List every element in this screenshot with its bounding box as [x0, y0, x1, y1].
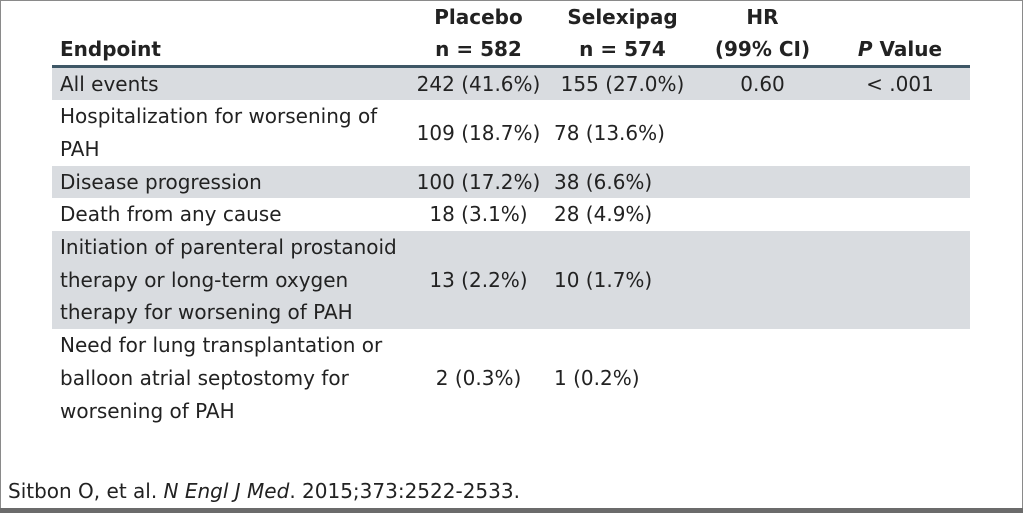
header-hr: HR (99% CI) [695, 0, 830, 68]
citation-journal: N Engl J Med [163, 479, 290, 503]
cell-p-value: < .001 [830, 66, 970, 101]
cell-hr [695, 165, 830, 199]
cell-selexipag: 38 (6.6%) [550, 165, 695, 199]
header-p-italic: P [857, 36, 873, 61]
cell-hr [695, 100, 830, 165]
table-row: Need for lung transplantation or balloon… [52, 329, 970, 427]
table-row: Hospitalization for worsening of PAH 109… [52, 100, 970, 165]
cell-selexipag: 10 (1.7%) [550, 231, 695, 330]
cell-selexipag: 78 (13.6%) [554, 120, 665, 145]
header-hr-label: HR [746, 4, 779, 29]
cell-endpoint: Need for lung transplantation or balloon… [60, 333, 383, 423]
table-row: All events 242 (41.6%) 155 (27.0%) 0.60 … [52, 66, 970, 101]
header-selexipag-n: n = 574 [579, 36, 666, 61]
table-header-row: Endpoint Placebo n = 582 Selexipag n = 5… [52, 0, 970, 68]
header-placebo: Placebo n = 582 [407, 0, 550, 68]
header-endpoint: Endpoint [52, 0, 407, 68]
cell-selexipag: 28 (4.9%) [554, 202, 653, 227]
cell-placebo: 18 (3.1%) [429, 202, 528, 227]
cell-endpoint: Initiation of parenteral prostanoid ther… [52, 231, 407, 330]
header-p-rest: Value [872, 36, 943, 61]
cell-selexipag: 155 (27.0%) [550, 66, 695, 101]
cell-endpoint: All events [52, 66, 407, 101]
header-placebo-label: Placebo [434, 4, 523, 29]
header-placebo-n: n = 582 [435, 36, 522, 61]
cell-endpoint: Death from any cause [60, 202, 282, 227]
cell-p-value [830, 329, 970, 427]
cell-placebo: 242 (41.6%) [407, 66, 550, 101]
cell-placebo: 109 (18.7%) [416, 120, 541, 145]
cell-endpoint: Hospitalization for worsening of PAH [60, 104, 378, 161]
cell-p-value [830, 100, 970, 165]
header-selexipag-label: Selexipag [567, 4, 678, 29]
cell-hr [695, 198, 830, 231]
header-hr-ci: (99% CI) [714, 36, 811, 61]
cell-placebo: 100 (17.2%) [407, 165, 550, 199]
cell-hr [695, 329, 830, 427]
cell-selexipag: 1 (0.2%) [554, 365, 640, 390]
table-row: Death from any cause 18 (3.1%) 28 (4.9%) [52, 198, 970, 231]
citation-authors: Sitbon O, et al. [8, 479, 164, 503]
cell-p-value [830, 165, 970, 199]
cell-p-value [830, 198, 970, 231]
cell-placebo: 2 (0.3%) [435, 365, 522, 390]
cell-p-value [830, 231, 970, 330]
header-selexipag: Selexipag n = 574 [550, 0, 695, 68]
cell-placebo: 13 (2.2%) [407, 231, 550, 330]
cell-hr: 0.60 [695, 66, 830, 101]
citation: Sitbon O, et al. N Engl J Med. 2015;373:… [8, 477, 520, 505]
endpoints-table: Endpoint Placebo n = 582 Selexipag n = 5… [52, 0, 970, 427]
cell-endpoint: Disease progression [52, 165, 407, 199]
cell-hr [695, 231, 830, 330]
table-row: Initiation of parenteral prostanoid ther… [52, 231, 970, 330]
header-p-value: P Value [830, 0, 970, 68]
citation-details: . 2015;373:2522-2533. [289, 479, 520, 503]
slide-bottom-border [0, 508, 1023, 513]
table-row: Disease progression 100 (17.2%) 38 (6.6%… [52, 165, 970, 199]
